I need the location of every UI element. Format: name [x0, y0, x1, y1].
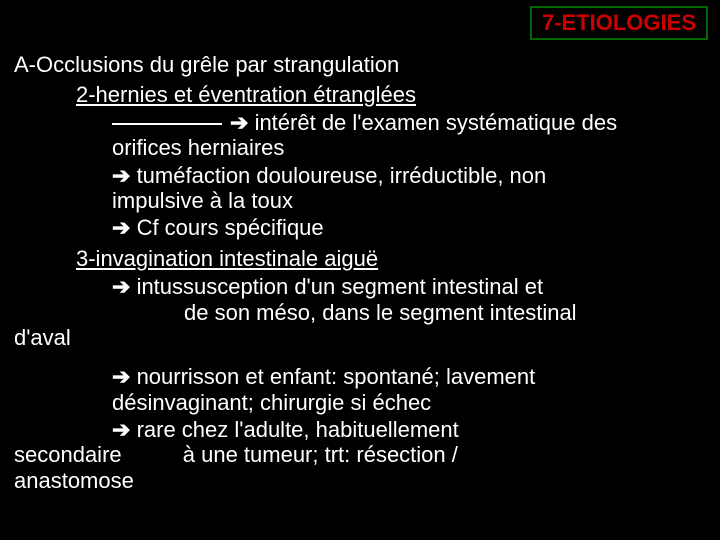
arrow-icon: ➔	[112, 215, 130, 240]
arrow-icon: ➔	[112, 274, 130, 299]
bullet-2-2: ➔ tuméfaction douloureuse, irréductible,…	[112, 163, 706, 214]
arrow-icon: ➔	[112, 417, 130, 442]
slide-header: 7-ETIOLOGIES	[530, 6, 708, 40]
bullet-text: intérêt de l'examen systématique des	[255, 110, 618, 135]
header-title: 7-ETIOLOGIES	[542, 10, 696, 35]
bullet-text: orifices herniaires	[112, 135, 284, 160]
bullet-text: intussusception d'un segment intestinal …	[137, 274, 544, 299]
bullet-text: tuméfaction douloureuse, irréductible, n…	[137, 163, 547, 188]
bullet-3-1: ➔ intussusception d'un segment intestina…	[14, 274, 706, 350]
bullet-text: de son méso, dans le segment intestinal	[184, 300, 577, 325]
section-a-title: A-Occlusions du grêle par strangulation	[14, 52, 706, 78]
bullet-2-1: ➔ intérêt de l'examen systématique des o…	[112, 110, 706, 161]
bullet-2-3: ➔ Cf cours spécifique	[112, 215, 706, 240]
bullet-3-3: ➔ rare chez l'adulte, habituellement sec…	[14, 417, 706, 493]
bullet-text: secondaire à une tumeur; trt: résection …	[14, 442, 458, 467]
bullet-3-2: ➔ nourrisson et enfant: spontané; laveme…	[112, 364, 706, 415]
underline-lead	[112, 123, 222, 125]
bullet-text: rare chez l'adulte, habituellement	[137, 417, 459, 442]
slide-content: A-Occlusions du grêle par strangulation …	[14, 52, 706, 493]
subsection-3-title: 3-invagination intestinale aiguë	[76, 246, 706, 272]
arrow-icon: ➔	[230, 110, 248, 135]
subsection-2-title: 2-hernies et éventration étranglées	[76, 82, 706, 108]
bullet-text: Cf cours spécifique	[137, 215, 324, 240]
arrow-icon: ➔	[112, 364, 130, 389]
arrow-icon: ➔	[112, 163, 130, 188]
bullet-text: d'aval	[14, 325, 71, 350]
bullet-text: anastomose	[14, 468, 134, 493]
bullet-text: nourrisson et enfant: spontané; lavement	[137, 364, 536, 389]
bullet-text: impulsive à la toux	[112, 188, 293, 213]
bullet-text: désinvaginant; chirurgie si échec	[112, 390, 431, 415]
